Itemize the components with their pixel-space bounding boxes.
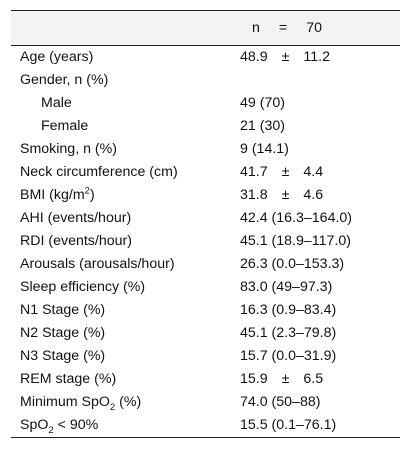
- superscript: 2: [84, 185, 90, 197]
- sd-value: 4.6: [303, 187, 324, 203]
- row-value: 31.8 ±4.6: [240, 184, 323, 207]
- table-row-arousals: Arousals (arousals/hour) 26.3 (0.0–153.3…: [11, 253, 400, 276]
- table-header-row: n = 70: [11, 10, 400, 46]
- row-label: AHI (events/hour): [20, 210, 132, 226]
- row-label: N2 Stage (%): [20, 325, 106, 341]
- row-label: SpO2 < 90%: [20, 414, 98, 437]
- row-value: 15.9 ±6.5: [240, 368, 323, 391]
- table-row-female: Female 21 (30): [11, 115, 400, 138]
- plus-minus-sign: ±: [281, 164, 290, 180]
- table-row-sleep-efficiency: Sleep efficiency (%) 83.0 (49–97.3): [11, 276, 400, 299]
- subscript: 2: [109, 401, 116, 413]
- table-row-n3-stage: N3 Stage (%) 15.7 (0.0–31.9): [11, 345, 400, 368]
- mean-value: 48.9: [240, 49, 268, 65]
- header-n-cell: n = 70: [240, 11, 322, 45]
- table-row-gender: Gender, n (%): [11, 69, 400, 92]
- row-value: 16.3 (0.9–83.4): [240, 302, 337, 318]
- sd-value: 4.4: [303, 164, 324, 180]
- table-row-spo2-below-90: SpO2 < 90% 15.5 (0.1–76.1): [11, 414, 400, 438]
- header-equals: =: [278, 20, 288, 36]
- row-value: 26.3 (0.0–153.3): [240, 256, 345, 272]
- row-value: 9 (14.1): [240, 141, 289, 157]
- sd-value: 6.5: [303, 371, 324, 387]
- label-text: BMI (kg/m: [20, 187, 85, 203]
- label-text-end: < 90%: [53, 417, 99, 433]
- row-label: N3 Stage (%): [20, 348, 106, 364]
- subscript: 2: [48, 424, 54, 436]
- table-row-rdi: RDI (events/hour) 45.1 (18.9–117.0): [11, 230, 400, 253]
- table-row-n1-stage: N1 Stage (%) 16.3 (0.9–83.4): [11, 299, 400, 322]
- mean-value: 31.8: [240, 187, 268, 203]
- plus-minus-sign: ±: [281, 187, 290, 203]
- table-row-ahi: AHI (events/hour) 42.4 (16.3–164.0): [11, 207, 400, 230]
- table-row-male: Male 49 (70): [11, 92, 400, 115]
- table-row-age: Age (years) 48.9 ±11.2: [11, 46, 400, 69]
- row-value: 41.7 ±4.4: [240, 161, 323, 184]
- label-text-end: (%): [115, 394, 142, 410]
- row-value: 83.0 (49–97.3): [240, 279, 333, 295]
- row-value: 21 (30): [240, 118, 285, 134]
- row-label: Neck circumference (cm): [20, 164, 178, 180]
- plus-minus-sign: ±: [281, 371, 290, 387]
- row-label: Male: [41, 95, 72, 111]
- row-value: 48.9 ±11.2: [240, 46, 330, 69]
- row-value: 42.4 (16.3–164.0): [240, 210, 353, 226]
- row-value: 45.1 (18.9–117.0): [240, 233, 351, 249]
- row-label: N1 Stage (%): [20, 302, 106, 318]
- row-value: 15.7 (0.0–31.9): [240, 348, 337, 364]
- row-label: BMI (kg/m2): [20, 184, 95, 207]
- row-label: Minimum SpO2 (%): [20, 391, 141, 414]
- row-label: Gender, n (%): [20, 72, 109, 88]
- label-text-end: ): [89, 187, 95, 203]
- patient-characteristics-table: n = 70 Age (years) 48.9 ±11.2 Gender, n (%)…: [11, 10, 400, 438]
- mean-value: 41.7: [240, 164, 268, 180]
- row-label: Female: [41, 118, 89, 134]
- row-label: REM stage (%): [20, 371, 117, 387]
- plus-minus-sign: ±: [281, 49, 290, 65]
- row-value: 45.1 (2.3–79.8): [240, 325, 337, 341]
- table-row-neck-circumference: Neck circumference (cm) 41.7 ±4.4: [11, 161, 400, 184]
- row-label: Arousals (arousals/hour): [20, 256, 175, 272]
- table-row-bmi: BMI (kg/m2) 31.8 ±4.6: [11, 184, 400, 207]
- row-label: RDI (events/hour): [20, 233, 132, 249]
- table-row-n2-stage: N2 Stage (%) 45.1 (2.3–79.8): [11, 322, 400, 345]
- row-label: Age (years): [20, 49, 94, 65]
- label-text: SpO: [20, 417, 49, 433]
- row-label: Sleep efficiency (%): [20, 279, 146, 295]
- row-value: 74.0 (50–88): [240, 394, 321, 410]
- row-value: 15.5 (0.1–76.1): [240, 417, 337, 433]
- sd-value: 11.2: [303, 49, 330, 65]
- row-label: Smoking, n (%): [20, 141, 117, 157]
- mean-value: 15.9: [240, 371, 268, 387]
- table-row-rem-stage: REM stage (%) 15.9 ±6.5: [11, 368, 400, 391]
- row-value: 49 (70): [240, 95, 285, 111]
- table-row-minimum-spo2: Minimum SpO2 (%) 74.0 (50–88): [11, 391, 400, 414]
- header-n-value: 70: [306, 20, 322, 36]
- label-text: Minimum SpO: [20, 394, 110, 410]
- header-n-label: n: [252, 20, 260, 36]
- table-row-smoking: Smoking, n (%) 9 (14.1): [11, 138, 400, 161]
